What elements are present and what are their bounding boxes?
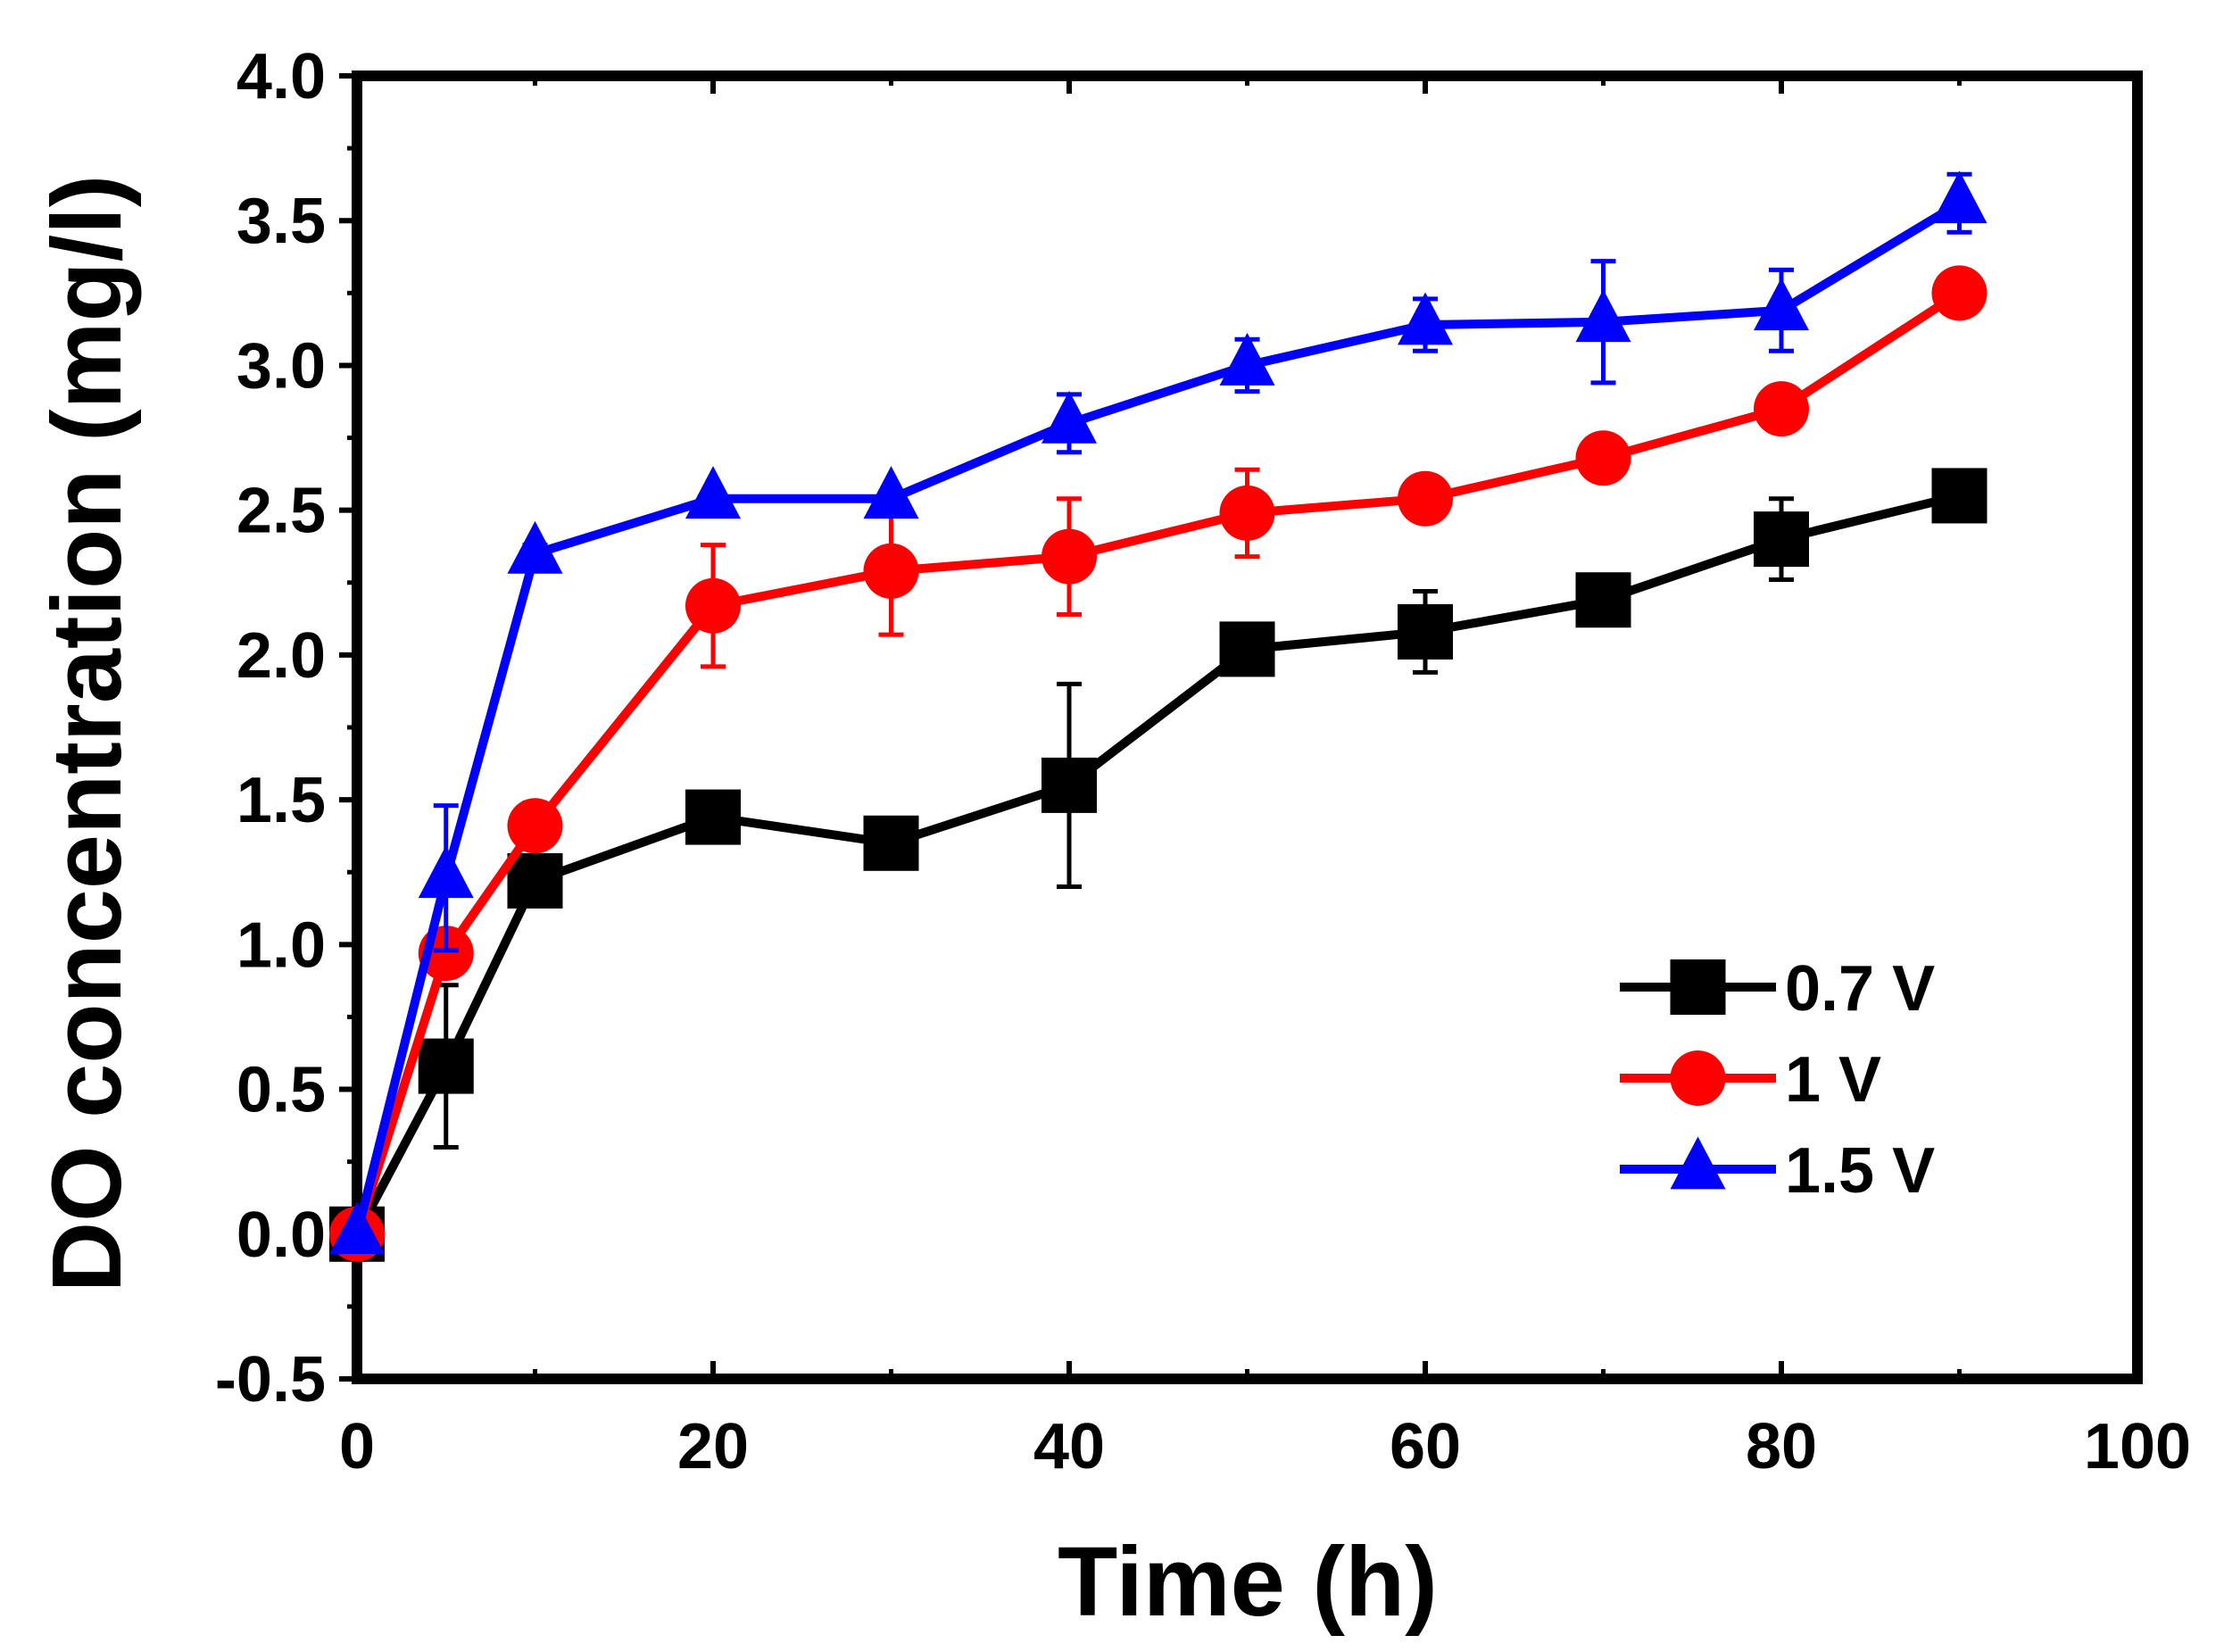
data-point	[1754, 511, 1809, 568]
data-point	[418, 845, 474, 899]
data-point	[1219, 485, 1275, 541]
data-point	[1041, 528, 1097, 585]
y-tick-label: 0.0	[237, 1200, 326, 1271]
data-point	[1398, 292, 1453, 345]
data-point	[1041, 390, 1097, 444]
data-point	[507, 852, 563, 909]
series-0_7-V	[329, 468, 1987, 1262]
legend-marker	[1670, 1136, 1726, 1190]
x-axis-title: Time (h)	[1058, 1527, 1438, 1637]
x-tick-label: 0	[339, 1411, 375, 1482]
y-tick-label: 3.5	[237, 186, 326, 257]
data-point	[1398, 603, 1453, 660]
legend-marker	[1670, 1050, 1726, 1106]
data-point	[685, 577, 741, 634]
data-point	[329, 1201, 385, 1255]
x-tick-label: 60	[1390, 1411, 1461, 1482]
y-tick-label: 2.0	[237, 620, 326, 692]
y-tick-label: 1.0	[237, 909, 326, 981]
data-point	[1398, 470, 1453, 527]
data-point	[1041, 757, 1097, 813]
series-1-V	[329, 265, 1987, 1262]
y-tick-label: 0.5	[237, 1055, 326, 1126]
x-tick-label: 100	[2084, 1411, 2191, 1482]
data-point	[418, 1038, 474, 1094]
data-point	[1754, 381, 1809, 437]
data-point	[1575, 572, 1631, 628]
legend-marker	[1670, 959, 1726, 1015]
data-point	[1931, 468, 1987, 524]
y-tick-label: 1.5	[237, 765, 326, 836]
x-tick-label: 40	[1033, 1411, 1105, 1482]
plot-frame	[352, 71, 2143, 1384]
data-point	[863, 466, 919, 519]
legend-label: 1 V	[1785, 1044, 1881, 1116]
y-tick-label: 4.0	[237, 41, 326, 112]
y-tick-label: 2.5	[237, 476, 326, 547]
data-point	[1931, 170, 1987, 224]
data-point	[1219, 332, 1275, 386]
legend-label: 0.7 V	[1785, 953, 1935, 1025]
data-point	[863, 543, 919, 599]
legend-label: 1.5 V	[1785, 1135, 1935, 1207]
data-point	[685, 789, 741, 845]
data-point	[1575, 289, 1631, 343]
data-point	[1931, 265, 1987, 321]
y-tick-label: -0.5	[215, 1344, 326, 1415]
y-axis-title: DO concentration (mg/l)	[32, 175, 142, 1293]
data-point	[1575, 430, 1631, 486]
plot-layer: 0 20 40 60 80 100 -0.5 0.0 0.5 1.0 1.5 2.0 2.5 3.0 3.5…	[215, 41, 2191, 1482]
data-point	[507, 520, 563, 574]
data-point	[1219, 621, 1275, 677]
x-tick-label: 80	[1746, 1411, 1817, 1482]
series-line	[353, 491, 1961, 1237]
y-tick-label: 3.0	[237, 330, 326, 402]
data-point	[507, 798, 563, 854]
data-point	[863, 815, 919, 871]
legend: 0.7 V 1 V 1.5 V	[1620, 953, 1935, 1207]
series-1_5-V	[329, 170, 1987, 1255]
data-point	[1754, 278, 1809, 331]
data-point	[685, 466, 741, 519]
x-tick-label: 20	[677, 1411, 749, 1482]
y-axis-title-group: DO concentration (mg/l)	[32, 175, 142, 1293]
